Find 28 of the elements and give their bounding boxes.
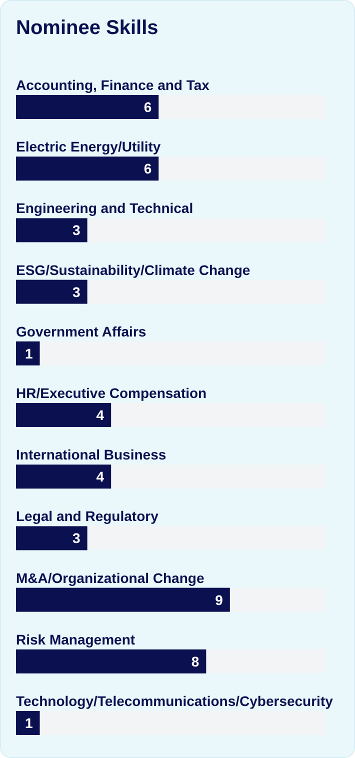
data-label: 1 [24, 345, 33, 362]
data-label: 8 [191, 653, 200, 670]
y-tick-label: M&A/Organizational Change [16, 570, 204, 586]
data-label: 1 [24, 715, 33, 731]
y-tick-label: Legal and Regulatory [16, 508, 159, 524]
data-label: 3 [72, 222, 81, 238]
bar [16, 218, 88, 242]
data-label: 9 [215, 592, 224, 608]
y-tick-label: ESG/Sustainability/Climate Change [16, 262, 250, 278]
data-label: 4 [96, 468, 104, 485]
bar [16, 526, 88, 550]
data-label: 6 [144, 160, 152, 177]
bar [16, 341, 40, 366]
y-tick-label: Accounting, Finance and Tax [16, 77, 210, 93]
y-tick-label: Engineering and Technical [16, 200, 194, 216]
y-tick-label: Electric Energy/Utility [16, 138, 161, 155]
y-tick-label: Risk Management [16, 631, 136, 648]
y-tick-label: International Business [16, 446, 166, 463]
y-tick-label: Government Affairs [16, 323, 146, 340]
data-label: 3 [72, 284, 81, 300]
y-tick-label: Technology/Telecommunications/Cybersecurity [16, 693, 334, 709]
bar [16, 280, 88, 304]
data-label: 6 [144, 99, 152, 115]
data-label: 3 [72, 530, 81, 546]
data-label: 4 [96, 407, 104, 423]
y-tick-label: HR/Executive Compensation [16, 385, 207, 401]
chart-title: Nominee Skills [16, 17, 158, 39]
bar [16, 711, 40, 735]
